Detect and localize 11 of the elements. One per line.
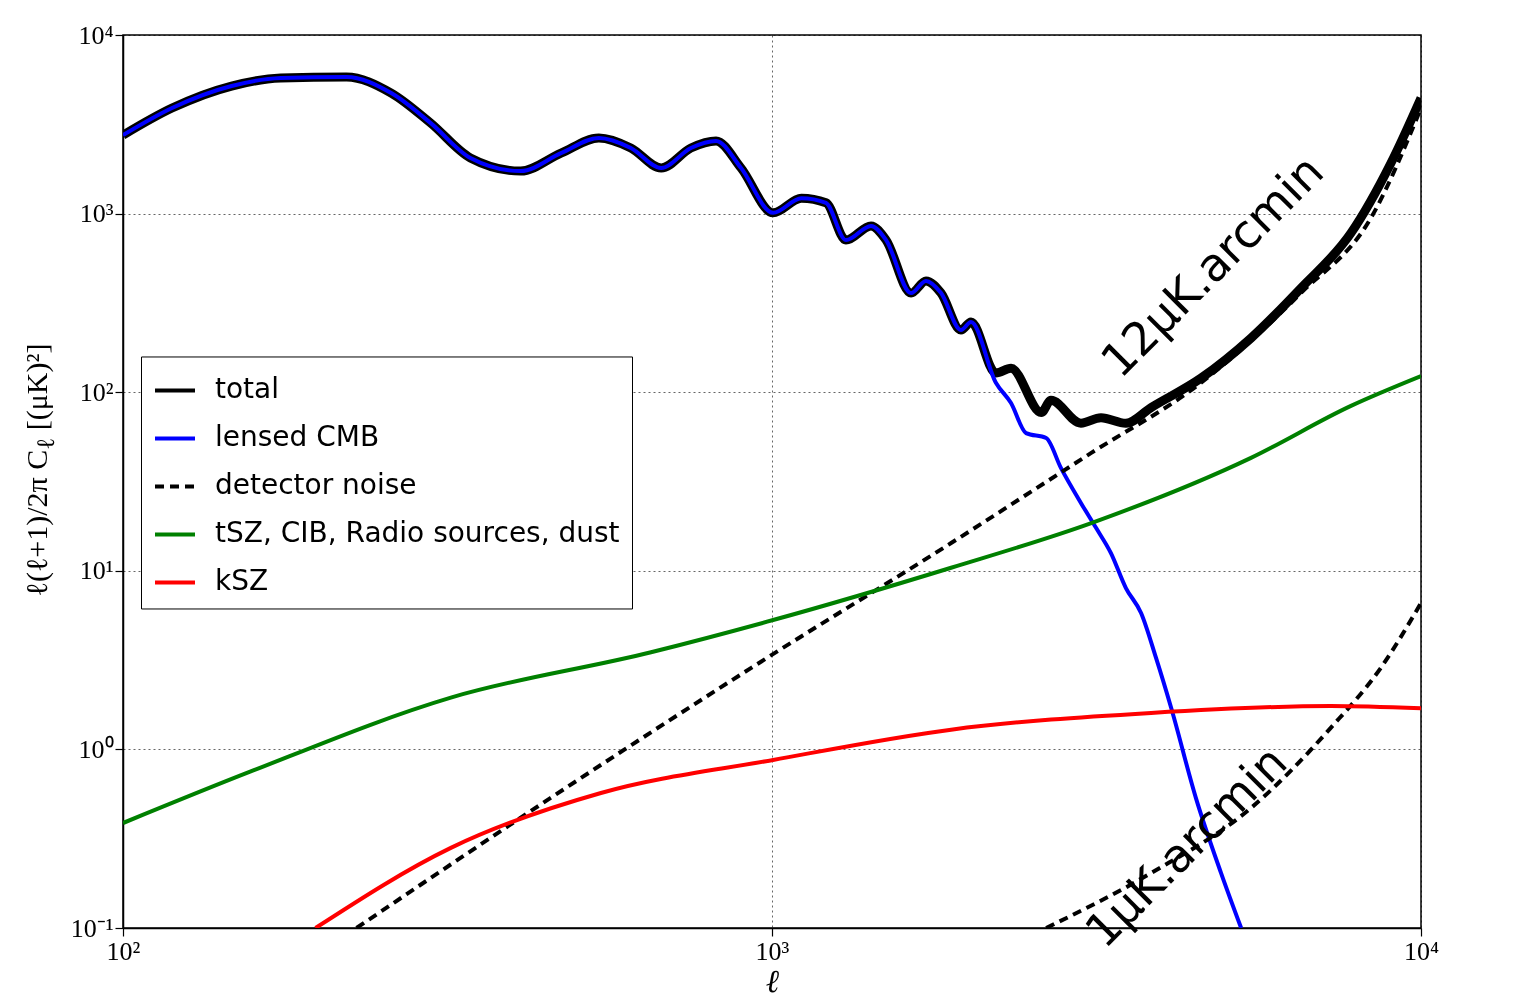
legend-label: total	[215, 372, 280, 406]
y-tick-label: 10²	[79, 377, 114, 407]
legend-label: kSZ	[215, 564, 269, 598]
y-tick-label: 10⁰	[78, 734, 114, 764]
y-tick-label: 10³	[79, 199, 114, 229]
y-tick-label: 10⁴	[78, 20, 114, 50]
legend-label: lensed CMB	[215, 420, 380, 454]
x-tick-label: 10⁴	[1403, 936, 1440, 966]
y-tick-label: 10¹	[79, 556, 114, 586]
legend-label: detector noise	[215, 468, 417, 502]
legend-label: tSZ, CIB, Radio sources, dust	[215, 516, 620, 550]
